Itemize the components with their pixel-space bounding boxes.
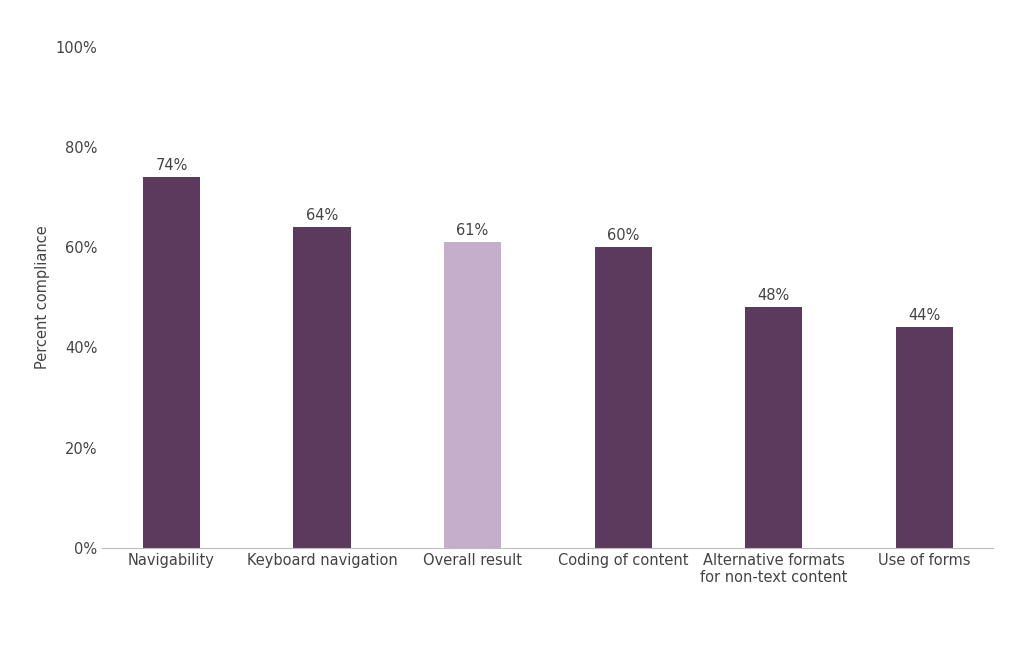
Bar [294, 227, 350, 548]
Text: 44%: 44% [908, 309, 940, 323]
Text: 64%: 64% [306, 208, 338, 223]
Bar [896, 327, 952, 548]
Bar [745, 307, 802, 548]
Text: 60%: 60% [607, 228, 639, 243]
Text: 48%: 48% [758, 289, 790, 303]
Bar [143, 177, 200, 548]
Y-axis label: Percent compliance: Percent compliance [35, 225, 50, 369]
Text: 74%: 74% [156, 158, 187, 173]
Bar [444, 242, 501, 548]
Text: 61%: 61% [457, 223, 488, 238]
Bar [595, 247, 651, 548]
